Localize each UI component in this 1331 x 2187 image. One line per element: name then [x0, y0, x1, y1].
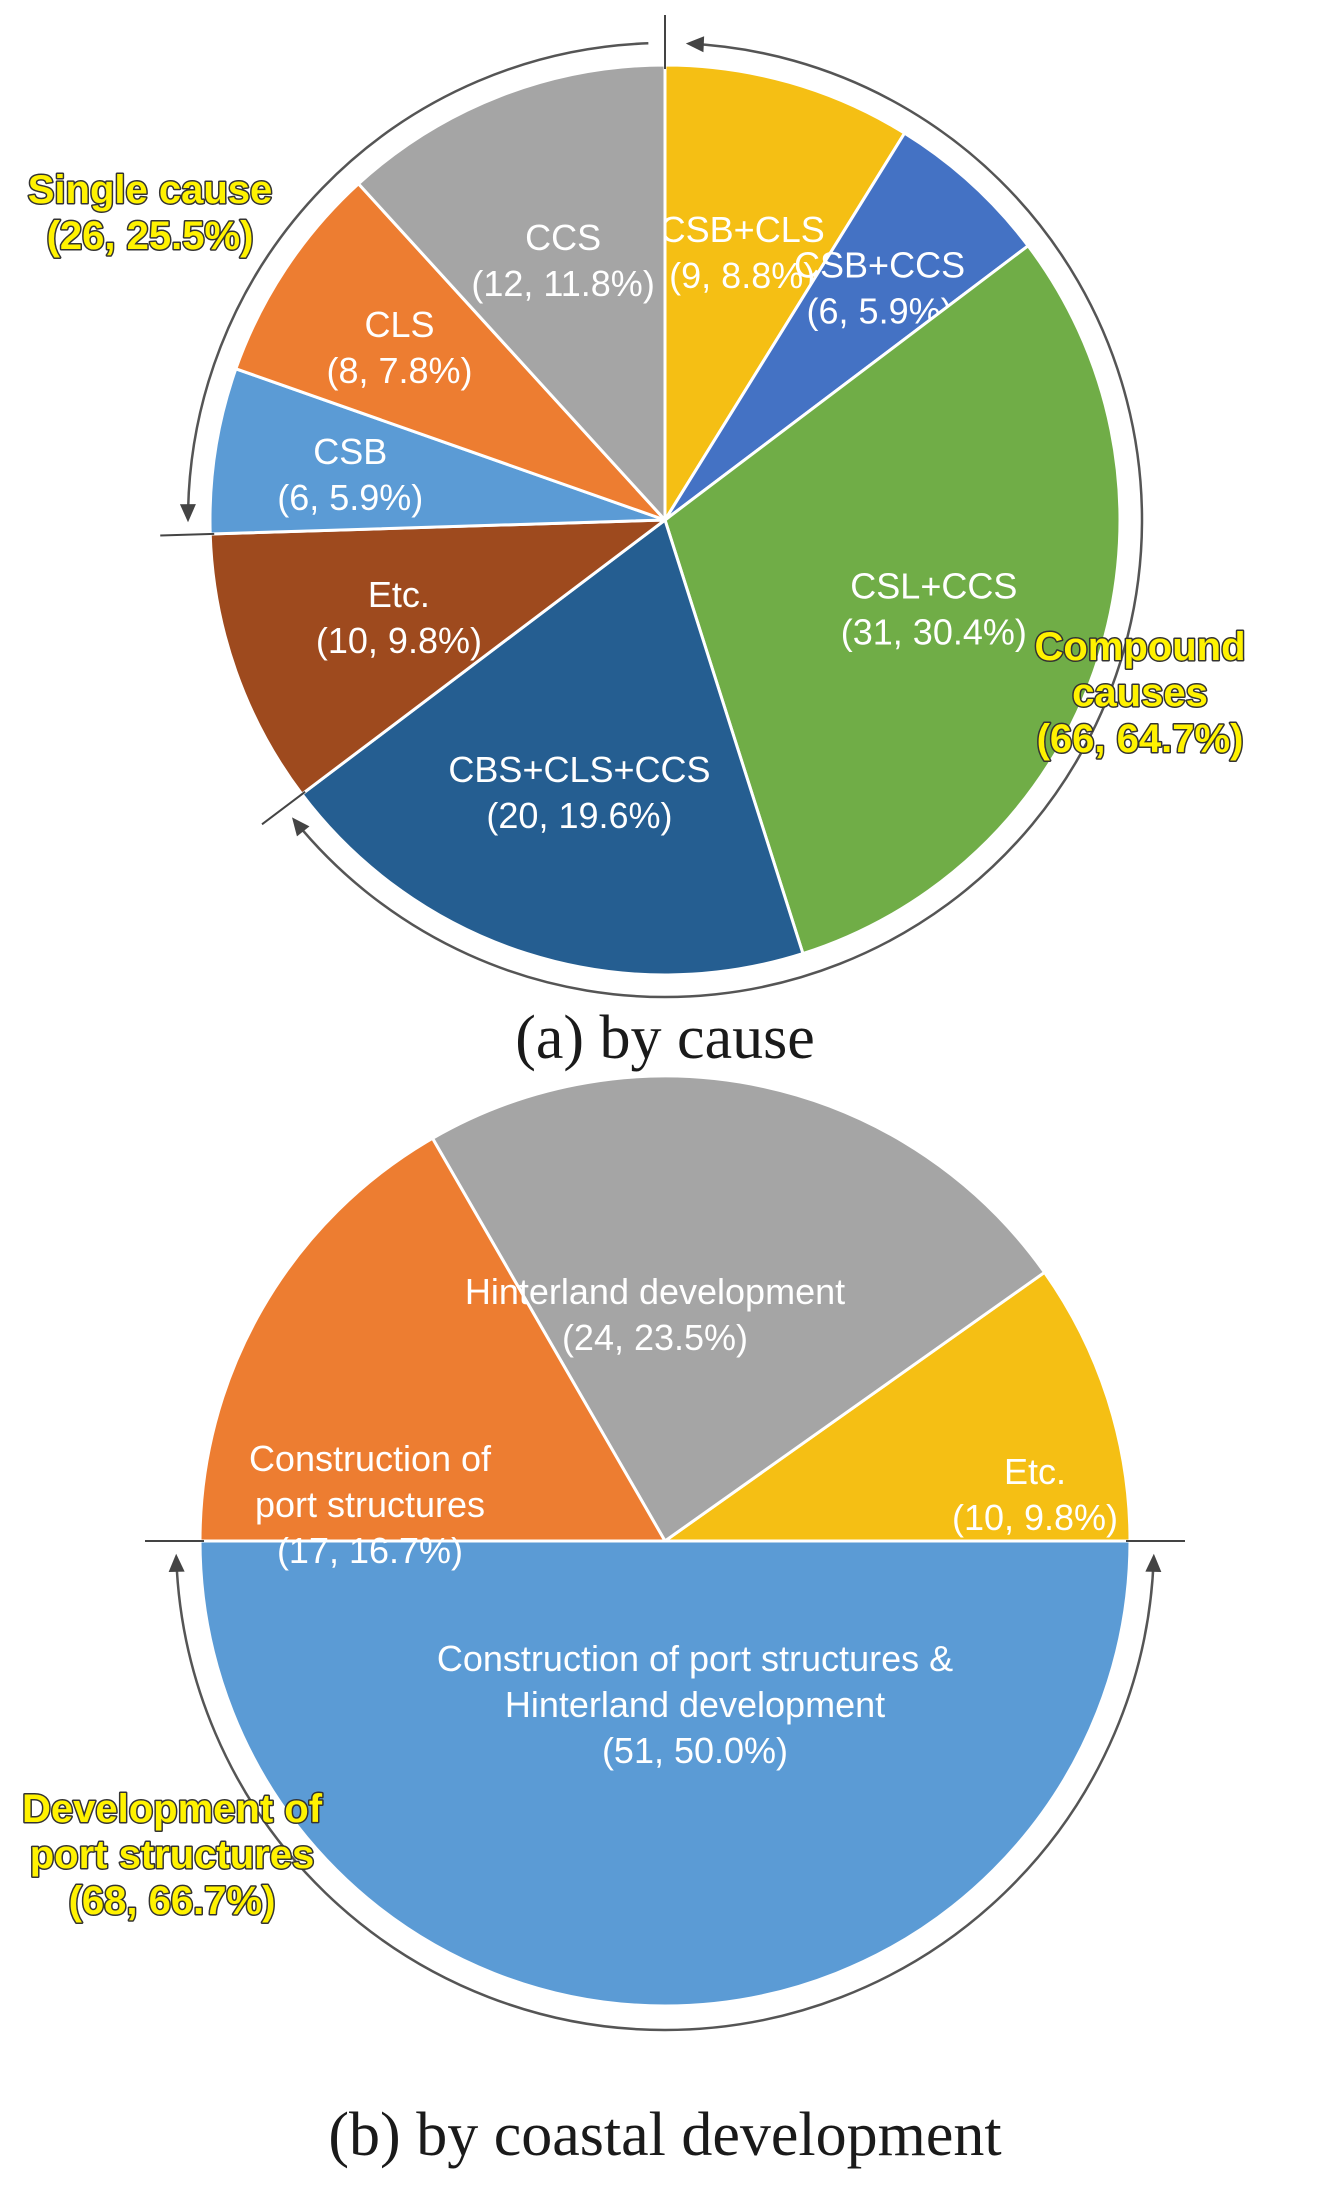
slice-csb-cls [663, 63, 907, 526]
slice-csb-ccs [663, 131, 1031, 522]
slice-etc [660, 1270, 1132, 1543]
slice-label-etc-line-2: (10, 9.8%) [316, 620, 482, 661]
group-label-single-cause-line-2: (26, 25.5%) [47, 214, 254, 258]
pie-b-group-labels: Development of port structures (68, 66.7%) [20, 1786, 324, 1925]
slice-label-csb: CSB (6, 5.9%) [277, 431, 423, 518]
single-cause-arrow-end [179, 504, 196, 523]
slice-label-etc: Etc. (10, 9.8%) [316, 574, 482, 661]
group-label-development-of-port-structures-line-2: port structures [30, 1833, 315, 1877]
group-label-development-of-port-structures: Development of port structures (68, 66.7%) [22, 1787, 323, 1923]
caption-by-coastal-development: (b) by coastal development [328, 2101, 1001, 2169]
slice-label-csl-ccs-line-2: (31, 30.4%) [841, 612, 1027, 653]
slice-label-cls: CLS (8, 7.8%) [326, 304, 472, 391]
slice-label-construction-of-port-structures-hinterland-development-line-3: (51, 50.0%) [602, 1730, 788, 1771]
slice-label-etc-line-1: Etc. [1004, 1451, 1066, 1492]
group-label-single-cause: Single cause (26, 25.5%) [28, 168, 273, 258]
group-label-compound-causes: Compound causes (66, 64.7%) [1034, 625, 1245, 761]
compound-causes-arrow-start [685, 36, 705, 53]
slice-label-ccs-line-1: CCS [525, 217, 601, 258]
group-boundary-tick-2 [261, 790, 306, 826]
slice-csl-ccs [663, 243, 1122, 956]
slice-label-csb-cls-line-1: CSB+CLS [660, 209, 825, 250]
group-label-compound-causes-line-3: (66, 64.7%) [1037, 717, 1244, 761]
slice-label-cls-line-1: CLS [364, 304, 434, 345]
slice-construction-of-port-structures [198, 1136, 668, 1543]
slice-hinterland-development [430, 1074, 1047, 1544]
development-arrow-start [1145, 1553, 1162, 1573]
slice-label-ccs: CCS (12, 11.8%) [471, 217, 654, 304]
slice-label-construction-of-port-structures: Construction of port structures (17, 16.7%… [249, 1438, 492, 1571]
slice-label-csb-cls: CSB+CLS (9, 8.8%) [660, 209, 825, 296]
compound-causes-arrow-end [292, 817, 310, 837]
slice-label-etc: Etc. (10, 9.8%) [952, 1451, 1118, 1538]
slice-csb [208, 366, 666, 536]
pie-chart-by-cause: CSB+CLS (9, 8.8%)CSB+CCS (6, 5.9%) CSL+CCS (… [208, 63, 1122, 977]
slice-etc [208, 518, 670, 797]
slice-label-construction-of-port-structures-line-1: Construction of [249, 1438, 492, 1479]
compound-causes-arc [293, 42, 1144, 999]
slice-label-csb-ccs-line-1: CSB+CCS [794, 245, 965, 286]
slice-label-cbs-cls-ccs-line-2: (20, 19.6%) [486, 795, 672, 836]
slice-cbs-cls-ccs [299, 517, 805, 977]
slice-label-hinterland-development-line-1: Hinterland development [465, 1271, 845, 1312]
slice-label-csl-ccs-line-1: CSL+CCS [850, 566, 1017, 607]
pie-chart-by-coastal-development: Etc. (10, 9.8%) Hinterland development (24,… [198, 1074, 1132, 2008]
slice-label-hinterland-development: Hinterland development (24, 23.5%) [465, 1271, 845, 1358]
development-arrow-end [168, 1553, 185, 1573]
single-cause-arc [186, 42, 649, 519]
slice-cls [233, 181, 667, 522]
slice-label-cbs-cls-ccs: CBS+CLS+CCS (20, 19.6%) [448, 749, 710, 836]
slice-label-construction-of-port-structures-hinterland-development-line-2: Hinterland development [505, 1684, 885, 1725]
slice-label-ccs-line-2: (12, 11.8%) [471, 263, 654, 304]
slice-label-cbs-cls-ccs-line-1: CBS+CLS+CCS [448, 749, 710, 790]
group-label-compound-causes-line-1: Compound [1034, 625, 1245, 669]
slice-label-cls-line-2: (8, 7.8%) [326, 350, 472, 391]
pie-a-group-labels: Single cause (26, 25.5%) Compound causes (66… [26, 167, 1247, 763]
slice-label-construction-of-port-structures-hinterland-development: Construction of port structures & Hinterl… [437, 1638, 953, 1771]
pie-b-group-brackets [145, 1540, 1185, 2032]
slice-label-csl-ccs: CSL+CCS (31, 30.4%) [841, 566, 1027, 653]
slice-label-etc-line-2: (10, 9.8%) [952, 1497, 1118, 1538]
group-boundary-tick-3 [160, 532, 215, 537]
group-label-compound-causes-line-2: causes [1072, 671, 1208, 715]
slice-label-hinterland-development-line-2: (24, 23.5%) [562, 1317, 748, 1358]
slice-label-construction-of-port-structures-line-2: port structures [255, 1484, 485, 1525]
development-arc [175, 1558, 1155, 2032]
pie-a-group-brackets [160, 15, 1144, 999]
group-label-development-of-port-structures-line-3: (68, 66.7%) [69, 1879, 276, 1923]
slice-label-csb-line-2: (6, 5.9%) [277, 477, 423, 518]
caption-by-cause: (a) by cause [515, 1004, 815, 1072]
slice-construction-of-port-structures-hinterland-development [198, 1539, 1132, 2008]
slice-label-construction-of-port-structures-line-3: (17, 16.7%) [277, 1530, 463, 1571]
slice-label-etc-line-1: Etc. [368, 574, 430, 615]
group-label-development-of-port-structures-line-1: Development of [22, 1787, 323, 1831]
group-label-single-cause-line-1: Single cause [28, 168, 273, 212]
slice-label-csb-cls-line-2: (9, 8.8%) [669, 255, 815, 296]
slice-label-csb-line-1: CSB [313, 431, 387, 472]
slice-ccs [356, 63, 667, 524]
slice-label-construction-of-port-structures-hinterland-development-line-1: Construction of port structures & [437, 1638, 953, 1679]
